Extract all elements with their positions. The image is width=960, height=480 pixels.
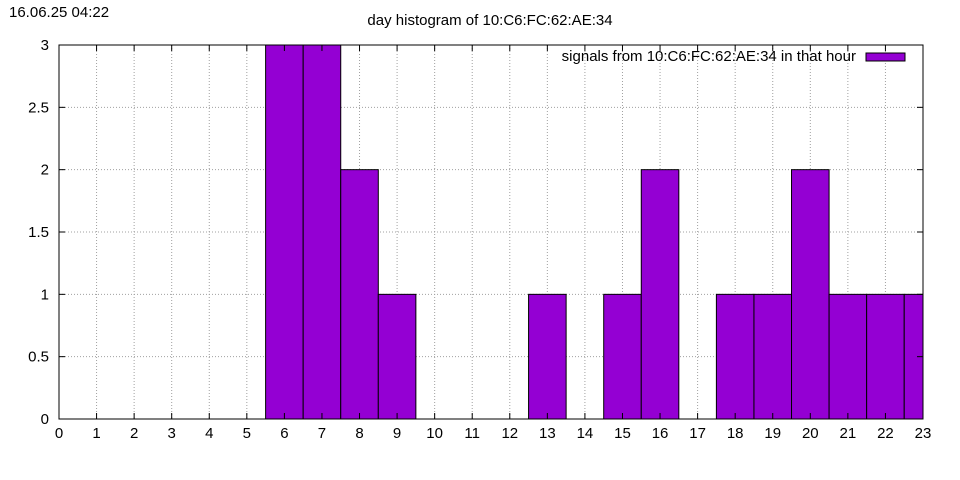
- x-tick-label: 20: [802, 425, 819, 442]
- y-tick-label: 3: [41, 37, 49, 54]
- histogram-bar: [753, 293, 793, 420]
- x-tick-label: 17: [689, 425, 706, 442]
- histogram-bar: [528, 293, 567, 420]
- histogram-bar: [603, 293, 642, 420]
- x-tick-label: 8: [355, 425, 363, 442]
- x-tick-label: 1: [92, 425, 100, 442]
- histogram-bar: [828, 293, 868, 420]
- bars: [265, 44, 924, 420]
- x-tick-label: 19: [764, 425, 781, 442]
- x-tick-label: 15: [614, 425, 631, 442]
- axis-ticks: 0 1 2 3 4 5 6 7 8 9 10 11 12 13 14 15 16 17 18 19 20 21 22 2300…: [28, 37, 931, 442]
- x-tick-label: 14: [577, 425, 594, 442]
- x-tick-label: 5: [243, 425, 251, 442]
- chart-title: day histogram of 10:C6:FC:62:AE:34: [367, 12, 613, 29]
- x-tick-label: 18: [727, 425, 744, 442]
- histogram-bar: [377, 293, 417, 420]
- x-tick-label: 12: [501, 425, 518, 442]
- y-tick-label: 1.5: [28, 224, 49, 241]
- x-tick-label: 6: [280, 425, 288, 442]
- x-tick-label: 4: [205, 425, 213, 442]
- histogram-bar: [302, 44, 342, 420]
- x-tick-label: 21: [840, 425, 857, 442]
- y-tick-label: 2.5: [28, 99, 49, 116]
- histogram-bar: [866, 293, 905, 420]
- histogram-bar: [640, 169, 680, 420]
- x-tick-label: 3: [168, 425, 176, 442]
- legend-swatch: [865, 52, 906, 62]
- x-tick-label: 7: [318, 425, 326, 442]
- histogram-bar: [340, 169, 379, 420]
- histogram-bar: [265, 44, 304, 420]
- timestamp: 16.06.25 04:22: [9, 4, 110, 21]
- x-tick-label: 16: [652, 425, 669, 442]
- legend-label: signals from 10:C6:FC:62:AE:34 in that h…: [562, 48, 856, 65]
- x-tick-label: 0: [55, 425, 63, 442]
- histogram-bar: [791, 169, 830, 420]
- y-tick-label: 0: [41, 411, 49, 428]
- histogram-bar: [715, 293, 755, 420]
- x-tick-label: 9: [393, 425, 401, 442]
- y-tick-label: 1: [41, 286, 49, 303]
- x-tick-label: 11: [464, 425, 480, 442]
- x-tick-label: 2: [130, 425, 138, 442]
- y-tick-label: 2: [41, 162, 49, 179]
- legend: signals from 10:C6:FC:62:AE:34 in that h…: [562, 48, 906, 65]
- y-tick-label: 0.5: [28, 349, 49, 366]
- x-tick-label: 13: [539, 425, 556, 442]
- x-tick-label: 22: [877, 425, 894, 442]
- x-tick-label: 23: [915, 425, 932, 442]
- x-tick-label: 10: [426, 425, 443, 442]
